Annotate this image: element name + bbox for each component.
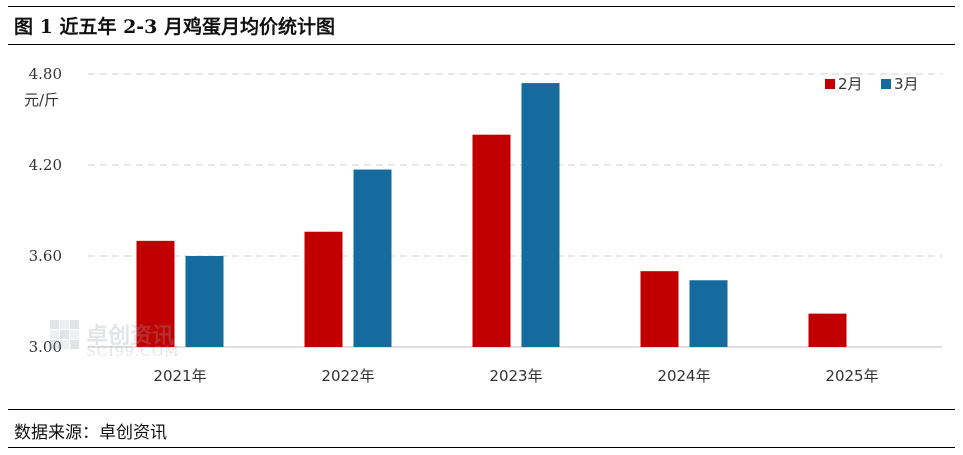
y-ticks: 3.00 3.60 4.20 4.80	[29, 65, 62, 356]
bottom-rule	[8, 447, 955, 448]
x-category-label: 2024年	[657, 367, 710, 385]
bars	[136, 83, 847, 347]
bar-mar	[521, 83, 560, 347]
y-tick-label: 4.20	[29, 156, 62, 174]
bar-mar	[185, 256, 224, 347]
bar-mar	[353, 169, 392, 347]
bar-chart: 3.003.604.204.80 2021年 2022年 2023年 2024年 202…	[24, 65, 942, 385]
x-categories: 2021年 2022年 2023年 2024年 2025年	[153, 367, 878, 385]
y-tick-label: 3.60	[29, 247, 62, 265]
watermark-logo: 卓创资讯 SCI99.COM	[50, 318, 220, 362]
title-rule	[8, 44, 955, 45]
bar-feb	[136, 240, 175, 347]
legend-label: 2月	[838, 75, 863, 93]
legend: 2月 3月	[825, 75, 919, 93]
watermark-subtext: SCI99.COM	[86, 344, 180, 360]
top-rule	[8, 6, 955, 7]
legend-label: 3月	[894, 75, 919, 93]
watermark-text: 卓创资讯	[86, 324, 175, 349]
y-tick-label: 4.80	[29, 65, 62, 83]
x-category-label: 2021年	[153, 367, 206, 385]
bar-feb	[640, 271, 679, 347]
bar-feb	[304, 231, 343, 347]
source-top-rule	[8, 409, 955, 410]
x-category-label: 2022年	[321, 367, 374, 385]
watermark-grid-icon	[50, 320, 80, 350]
legend-swatch	[881, 79, 891, 89]
data-source: 数据来源：卓创资讯	[14, 423, 167, 443]
legend-swatch	[825, 79, 835, 89]
x-category-label: 2023年	[489, 367, 542, 385]
bar-feb	[472, 134, 511, 347]
y-axis-unit: 元/斤	[24, 91, 59, 109]
y-tick-label: 3.00	[29, 338, 62, 356]
bar-mar	[689, 280, 728, 347]
grid-lines	[88, 73, 942, 348]
x-category-label: 2025年	[825, 367, 878, 385]
bar-feb	[808, 313, 847, 347]
figure-title: 图 1 近五年 2-3 月鸡蛋月均价统计图	[14, 16, 336, 38]
